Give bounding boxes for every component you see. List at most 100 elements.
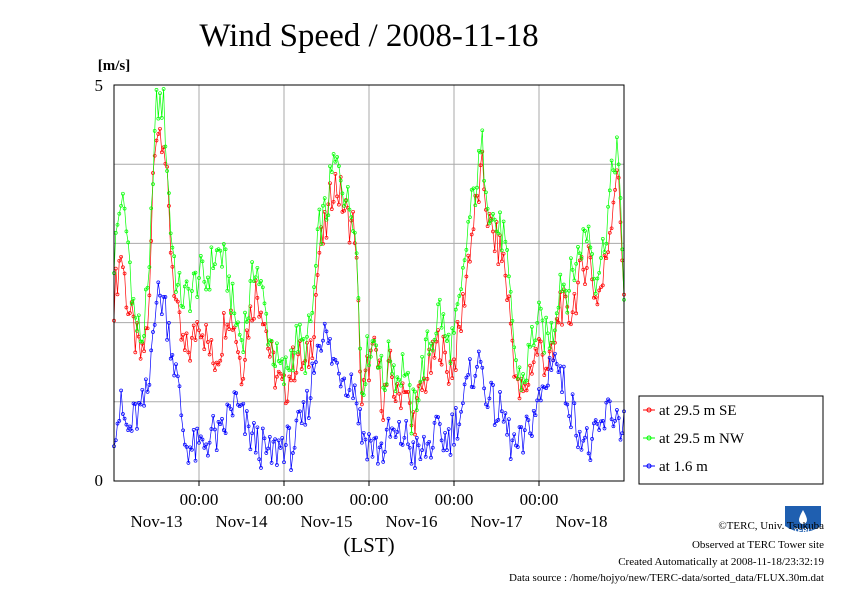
data-point: [436, 302, 440, 307]
data-point: [138, 356, 143, 361]
data-point: [407, 445, 412, 450]
data-point: [124, 422, 129, 427]
data-point: [174, 362, 178, 367]
data-point: [329, 361, 334, 366]
data-point: [420, 354, 424, 359]
data-point: [569, 256, 573, 261]
data-point: [464, 375, 469, 380]
data-point: [388, 359, 393, 364]
data-point: [244, 409, 249, 413]
data-point: [154, 88, 159, 92]
data-point: [310, 311, 315, 315]
data-point: [225, 322, 230, 327]
data-point: [319, 242, 324, 246]
data-point: [135, 320, 139, 325]
data-point: [386, 416, 391, 421]
data-point: [315, 227, 320, 232]
grid-lines: [114, 85, 624, 486]
data-point: [484, 402, 488, 407]
data-point: [471, 227, 476, 232]
data-point: [278, 361, 283, 365]
legend-items: at 29.5 m SE at 29.5 m NW at 1.6 m: [643, 403, 745, 475]
data-point: [271, 350, 276, 355]
data-point: [368, 438, 373, 443]
data-point: [149, 348, 154, 353]
data-point: [531, 360, 536, 365]
data-point: [156, 132, 161, 136]
data-point: [613, 419, 617, 423]
data-point: [156, 116, 161, 121]
data-point: [303, 422, 308, 427]
data-point: [538, 339, 543, 344]
data-point: [181, 428, 185, 433]
data-point: [278, 371, 283, 376]
data-point: [604, 241, 609, 246]
data-point: [584, 266, 589, 270]
data-point: [600, 283, 605, 288]
data-point: [370, 454, 375, 459]
data-point: [540, 318, 545, 323]
data-point: [135, 329, 139, 333]
data-point: [517, 425, 522, 429]
data-point: [590, 437, 594, 441]
data-point: [244, 328, 249, 333]
data-point: [563, 288, 568, 293]
data-point: [546, 331, 550, 336]
data-point: [459, 329, 463, 333]
data-point: [542, 350, 547, 355]
data-point: [570, 310, 575, 315]
series-line: [113, 282, 625, 471]
data-point: [459, 409, 463, 414]
data-point: [437, 422, 442, 426]
data-point: [234, 323, 239, 327]
data-point: [370, 339, 375, 343]
data-point: [352, 383, 357, 388]
data-point: [524, 414, 529, 419]
data-point: [232, 325, 237, 330]
data-point: [358, 407, 362, 411]
data-point: [291, 451, 295, 455]
data-point: [379, 353, 384, 358]
data-point: [243, 310, 247, 315]
data-point: [515, 445, 520, 449]
data-point: [159, 312, 164, 317]
data-point: [202, 446, 207, 450]
data-point: [326, 341, 331, 345]
data-point: [259, 310, 263, 315]
data-point: [204, 322, 208, 327]
data-point: [271, 439, 276, 444]
data-point: [314, 293, 318, 297]
data-point: [197, 276, 201, 280]
data-point: [445, 339, 449, 343]
data-point: [450, 412, 455, 417]
data-point: [384, 382, 389, 386]
data-point: [149, 239, 154, 243]
data-point: [462, 303, 467, 308]
series-layer: [112, 87, 626, 472]
data-point: [190, 336, 194, 340]
y-tick-label: 5: [95, 76, 104, 95]
data-point: [538, 306, 543, 311]
data-point: [537, 300, 541, 305]
data-point: [464, 248, 469, 252]
data-point: [347, 240, 352, 245]
data-point: [216, 420, 221, 424]
data-point: [411, 410, 416, 414]
data-point: [292, 445, 297, 450]
data-point: [423, 390, 428, 394]
data-point: [172, 254, 177, 259]
data-point: [294, 370, 299, 375]
data-point: [452, 442, 456, 447]
x-day-label: Nov-13: [131, 512, 183, 531]
data-point: [163, 295, 168, 299]
data-point: [406, 370, 410, 375]
data-point: [301, 400, 306, 404]
data-point: [252, 279, 256, 284]
data-point: [260, 285, 265, 290]
data-point: [390, 375, 394, 379]
data-point: [507, 274, 511, 279]
data-point: [282, 382, 286, 387]
data-point: [165, 169, 169, 173]
data-point: [384, 427, 389, 432]
data-point: [503, 411, 508, 415]
